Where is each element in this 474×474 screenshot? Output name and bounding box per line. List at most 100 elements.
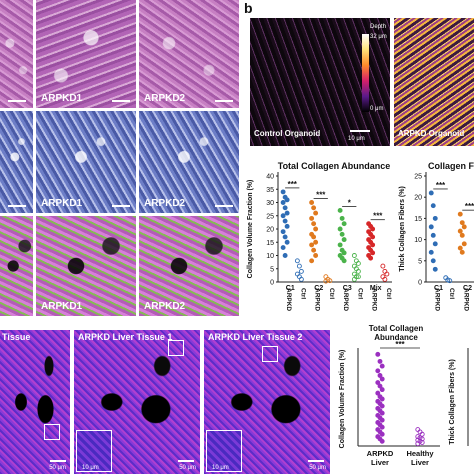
data-point <box>379 403 385 409</box>
data-point <box>379 396 385 402</box>
y-tick-label: 0 <box>270 280 274 287</box>
group-label: Mix <box>370 285 382 292</box>
x-tick-label: ARPKD <box>462 288 469 311</box>
x-tick-label: ARPKD <box>285 288 292 311</box>
y-tick-label: 15 <box>266 240 274 247</box>
data-point <box>282 234 288 240</box>
data-point <box>430 258 436 264</box>
data-point <box>280 229 286 235</box>
scale-bar <box>112 205 130 207</box>
scale-label: 50 μm <box>309 465 326 471</box>
data-point <box>419 431 425 437</box>
data-point <box>341 258 347 264</box>
x-tick-label: Ctrl <box>299 288 306 299</box>
y-tick-label: 20 <box>414 195 422 202</box>
scale-bar <box>308 460 324 462</box>
zoom-inset <box>76 430 112 472</box>
y-tick-label: 30 <box>266 200 274 207</box>
data-point <box>313 226 319 232</box>
group-label: C1 <box>286 285 295 292</box>
scale-bar <box>112 100 130 102</box>
y-tick-label: 0 <box>418 280 422 287</box>
data-point <box>457 211 463 217</box>
data-point <box>313 239 319 245</box>
significance-label: *** <box>373 212 383 221</box>
y-tick-label: 35 <box>266 187 274 194</box>
data-point <box>313 253 319 258</box>
y-tick-label: 5 <box>270 266 274 273</box>
significance-label: *** <box>436 181 446 190</box>
data-point <box>284 239 290 245</box>
y-axis-label: Collagen Volume Fraction (%) <box>247 180 254 279</box>
data-point <box>370 242 376 248</box>
y-tick-label: 10 <box>266 253 274 260</box>
depth-bottom-label: 0 μm <box>370 106 384 112</box>
y-tick-label: 10 <box>414 237 422 244</box>
data-point <box>309 215 315 221</box>
zoom-box <box>44 424 60 440</box>
scale-bar <box>350 130 370 132</box>
y-tick-label: 40 <box>266 174 274 181</box>
significance-label: *** <box>465 202 474 211</box>
chart-title-line2: Abundance <box>374 333 418 342</box>
x-tick-label: ARPKD <box>342 288 349 311</box>
x-tick-label-line2: Liver <box>371 458 389 467</box>
data-point <box>430 203 436 209</box>
x-tick-label: Ctrl <box>356 288 363 299</box>
data-point <box>379 424 385 430</box>
inset-scale-label: 10 μm <box>82 465 99 471</box>
data-point <box>341 221 347 227</box>
data-point <box>379 410 385 416</box>
histology-label: ARPKD2 <box>144 93 186 104</box>
data-point <box>337 242 343 248</box>
data-point <box>370 250 376 256</box>
data-point <box>379 438 385 444</box>
data-point <box>415 441 421 447</box>
panel-letter-b: b <box>244 0 253 16</box>
group-label: C2 <box>463 285 472 292</box>
zoom-box <box>262 346 278 362</box>
liver-tissue-control: Tissue 50 μm <box>0 330 70 474</box>
data-point <box>419 440 425 445</box>
data-point <box>311 247 317 253</box>
data-point <box>355 268 361 274</box>
depth-colorbar <box>362 34 369 112</box>
data-point <box>355 274 361 280</box>
shg-control-label: Control Organoid <box>254 129 321 138</box>
x-tick-label-line2: Liver <box>411 458 429 467</box>
histology-row3-col3: ARPKD2 <box>139 216 239 316</box>
y-axis-label: Thick Collagen Fibers (%) <box>399 186 406 272</box>
histology-row1-col3: ARPKD2 <box>139 0 239 108</box>
data-point <box>280 200 286 205</box>
x-tick-label: ARPKD <box>433 288 440 311</box>
data-point <box>284 223 290 229</box>
data-point <box>284 210 290 216</box>
x-tick-label: Ctrl <box>385 288 392 299</box>
data-point <box>282 253 288 258</box>
data-point <box>457 245 463 251</box>
chart-title: Total Collagen Abundance <box>278 161 391 171</box>
histology-row2-col3: ARPKD2 <box>139 111 239 213</box>
x-tick-label-line1: ARPKD <box>367 449 394 458</box>
histology-label: ARPKD1 <box>41 301 83 312</box>
data-point <box>311 234 317 240</box>
data-point <box>294 258 300 264</box>
data-point <box>461 224 467 230</box>
data-point <box>323 278 329 284</box>
significance-label: *** <box>316 191 326 200</box>
histology-label: ARPKD2 <box>144 301 186 312</box>
group-label: C3 <box>343 285 352 292</box>
histology-label: ARPKD1 <box>41 198 83 209</box>
data-point <box>280 245 286 251</box>
liver-tissue-arpkd-1: ARPKD Liver Tissue 1 10 μm 50 μm <box>74 330 200 474</box>
data-point <box>309 242 315 248</box>
data-point <box>459 249 465 255</box>
zoom-box <box>168 340 184 356</box>
scale-label: 50 μm <box>49 465 66 471</box>
depth-top-label: 32 μm <box>370 34 387 40</box>
data-point <box>430 232 436 238</box>
data-point <box>337 226 343 232</box>
histology-label: ARPKD2 <box>144 198 186 209</box>
data-point <box>377 358 383 364</box>
y-axis-label: Collagen Volume Fraction (%) <box>339 350 346 449</box>
